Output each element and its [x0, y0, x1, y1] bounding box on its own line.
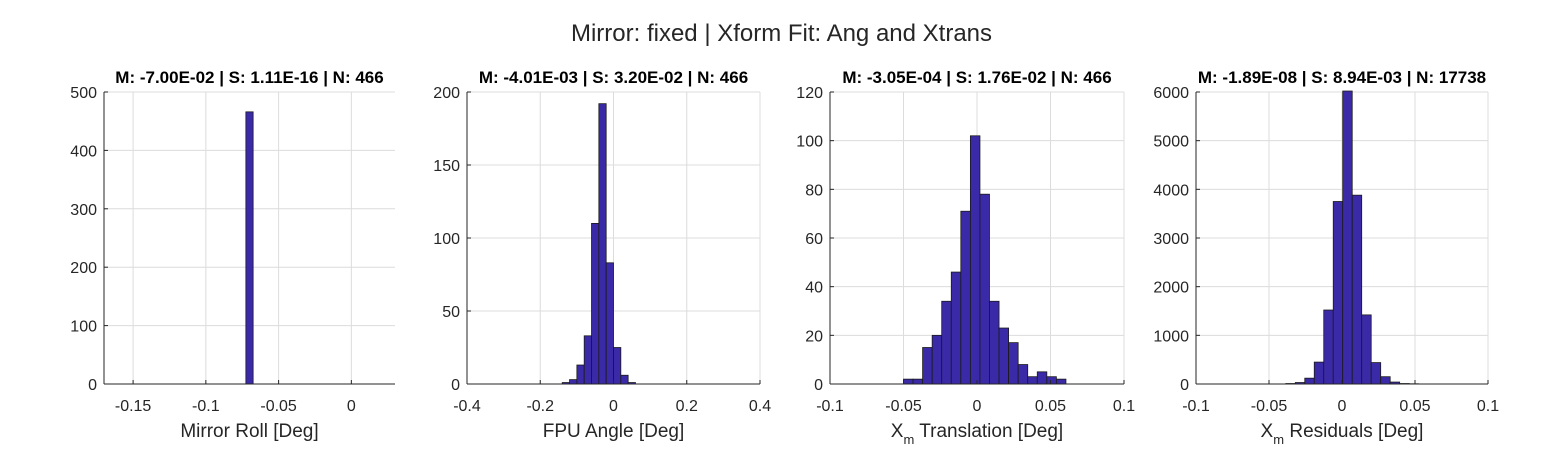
x-tick-label: 0: [1338, 398, 1347, 415]
histogram-bar: [1055, 378, 1067, 385]
histogram-bar: [591, 222, 600, 385]
histogram-bar: [1380, 376, 1391, 385]
y-tick-label: 50: [442, 304, 460, 321]
histogram-bar: [989, 300, 1000, 385]
histogram-bar: [941, 300, 952, 385]
y-tick-label: 80: [805, 182, 823, 199]
histogram-bar: [979, 193, 990, 385]
histogram-bar: [912, 378, 924, 385]
histogram-bar: [998, 327, 1010, 385]
panel-title: M: -1.89E-08 | S: 8.94E-03 | N: 17738: [1198, 68, 1486, 87]
histogram-bar: [569, 379, 578, 385]
x-tick-label: -0.2: [526, 398, 554, 415]
panel-title: M: -3.05E-04 | S: 1.76E-02 | N: 466: [842, 68, 1111, 87]
histogram-bar: [605, 262, 614, 385]
y-tick-label: 100: [433, 231, 460, 248]
y-tick-label: 0: [88, 377, 97, 394]
histogram-panel-3: -0.1 -0.05 0 0.05 0.1 0 20 40 60 80 100 120 M: -3.05…: [796, 68, 1135, 447]
y-tick-label: 20: [805, 328, 823, 345]
x-tick-label: 0.1: [1477, 398, 1499, 415]
y-tick-label: 60: [805, 231, 823, 248]
x-tick-label: 0.05: [1035, 398, 1066, 415]
histogram-bar: [576, 364, 585, 385]
histogram-bar: [1370, 362, 1382, 385]
x-tick-label: 0: [347, 398, 356, 415]
y-tick-label: 200: [433, 85, 460, 102]
histogram-bar: [960, 210, 971, 385]
x-axis-label: Mirror Roll [Deg]: [180, 421, 318, 442]
histogram-bar: [903, 378, 914, 385]
y-tick-label: 120: [796, 85, 823, 102]
x-tick-label: -0.4: [453, 398, 481, 415]
x-tick-label: 0.05: [1399, 398, 1430, 415]
y-tick-label: 500: [70, 85, 97, 102]
histogram-bar: [1304, 377, 1315, 385]
panel-title: M: -7.00E-02 | S: 1.11E-16 | N: 466: [115, 68, 383, 87]
histogram-bar: [931, 334, 943, 385]
y-tick-label: 0: [1180, 377, 1189, 394]
histogram-bar: [1017, 364, 1029, 385]
x-axis-label: Xm Translation [Deg]: [891, 421, 1063, 447]
y-tick-label: 6000: [1153, 85, 1189, 102]
x-tick-label: 0: [609, 398, 618, 415]
histogram-bar: [1027, 376, 1038, 385]
histogram-bar: [1342, 90, 1353, 385]
histogram-bar: [613, 347, 622, 385]
histogram-bar: [1361, 314, 1372, 385]
histogram-bar: [1323, 309, 1334, 385]
histogram-bar: [1313, 361, 1325, 385]
y-tick-label: 400: [70, 143, 97, 160]
histogram-bar: [245, 111, 254, 385]
x-tick-label: -0.1: [192, 398, 220, 415]
x-tick-label: 0.4: [749, 398, 771, 415]
y-tick-label: 5000: [1153, 134, 1189, 151]
y-tick-label: 3000: [1153, 231, 1189, 248]
histogram-bar: [1036, 371, 1048, 385]
y-tick-label: 150: [433, 158, 460, 175]
y-tick-label: 0: [814, 377, 823, 394]
x-tick-label: -0.1: [816, 398, 844, 415]
y-tick-label: 300: [70, 202, 97, 219]
histogram-panel-4: -0.1 -0.05 0 0.05 0.1 0 1000 2000 3000 4000 5000 60…: [1153, 68, 1499, 447]
histogram-bar: [1332, 201, 1344, 385]
y-tick-label: 4000: [1153, 182, 1189, 199]
histogram-panel-2: -0.4 -0.2 0 0.2 0.4 0 50 100 150 200 M: -4.01E-03 …: [433, 68, 771, 442]
x-axis-label: FPU Angle [Deg]: [543, 421, 685, 442]
histogram-bar: [620, 374, 629, 385]
histogram-bar: [950, 271, 962, 385]
histogram-bar: [969, 135, 981, 385]
y-tick-label: 2000: [1153, 280, 1189, 297]
x-tick-label: -0.05: [1251, 398, 1288, 415]
figure-title: Mirror: fixed | Xform Fit: Ang and Xtran…: [570, 20, 993, 47]
histogram-bar: [922, 347, 933, 385]
histogram-bar: [583, 335, 592, 385]
x-tick-label: 0: [973, 398, 982, 415]
y-tick-label: 200: [70, 260, 97, 277]
x-tick-label: -0.05: [885, 398, 922, 415]
y-tick-label: 40: [805, 280, 823, 297]
histogram-panel-1: -0.15 -0.1 -0.05 0 0 100 200 300 400 500 M: -7.00E…: [70, 68, 395, 442]
x-tick-label: -0.05: [260, 398, 297, 415]
x-tick-label: 0.1: [1113, 398, 1135, 415]
y-tick-label: 100: [70, 319, 97, 336]
histogram-bar: [1008, 342, 1019, 385]
histogram-bar: [598, 103, 607, 385]
x-tick-label: 0.2: [676, 398, 698, 415]
y-tick-label: 1000: [1153, 328, 1189, 345]
y-tick-label: 0: [451, 377, 460, 394]
histogram-bar: [1046, 376, 1057, 385]
y-tick-label: 100: [796, 134, 823, 151]
x-axis-label: Xm Residuals [Deg]: [1261, 421, 1424, 447]
histogram-bar: [1351, 194, 1363, 385]
x-tick-label: -0.15: [115, 398, 152, 415]
x-tick-label: -0.1: [1182, 398, 1210, 415]
panel-title: M: -4.01E-03 | S: 3.20E-02 | N: 466: [479, 68, 748, 87]
